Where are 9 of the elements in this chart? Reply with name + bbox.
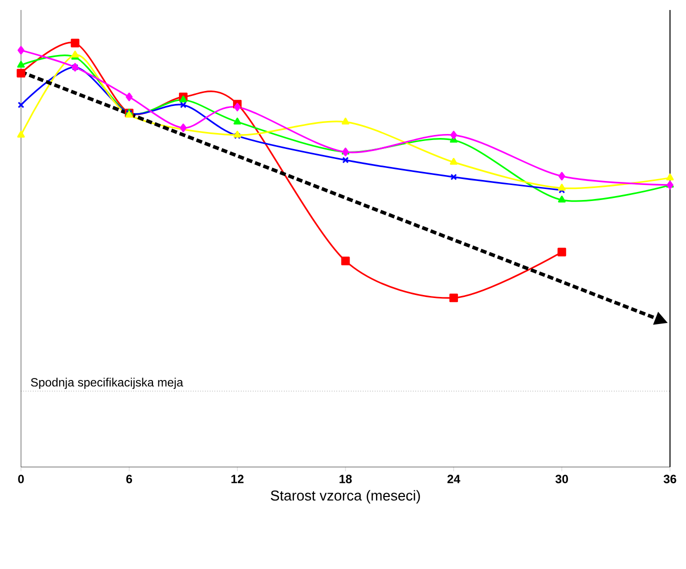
- x-tick-label: 30: [555, 474, 568, 484]
- x-tick-label: 24: [447, 474, 460, 484]
- x-tick-label: 12: [231, 474, 244, 484]
- x-tick-label: 6: [126, 474, 132, 484]
- x-tick-label: 18: [340, 474, 352, 484]
- x-tick-label: 36: [664, 474, 676, 484]
- ref-line-label: Spodnja specifikacijska meja: [30, 378, 184, 389]
- x-axis-title: Starost vzorca (meseci): [270, 490, 420, 504]
- x-tick-label: 0: [18, 474, 24, 484]
